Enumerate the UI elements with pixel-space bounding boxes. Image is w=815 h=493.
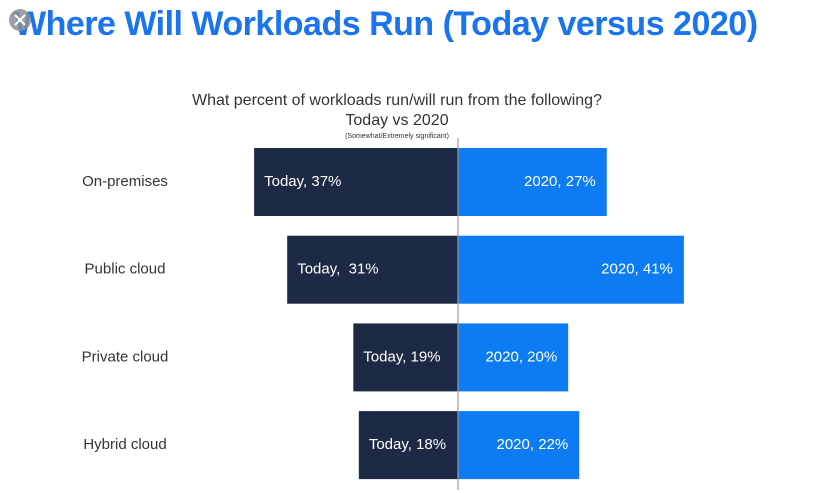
subtitle: What percent of workloads run/will run f… [192, 92, 602, 109]
value-label: Today, 31% [297, 261, 378, 278]
value-label: 2020, 22% [496, 436, 568, 453]
bar [458, 411, 580, 480]
value-label: Today, 37% [264, 173, 341, 190]
value-label: Today, 19% [363, 348, 440, 365]
chart-title: Where Will Workloads Run (Today versus 2… [14, 5, 758, 43]
value-label: 2020, 20% [485, 348, 557, 365]
category-label: On-premises [82, 173, 168, 190]
category-label: Hybrid cloud [83, 436, 166, 453]
bar [458, 323, 569, 392]
category-label: Private cloud [82, 348, 169, 365]
bar [287, 235, 458, 304]
close-icon-x[interactable] [14, 14, 26, 26]
bar [458, 148, 607, 216]
value-label: 2020, 27% [524, 173, 596, 190]
category-label: Public cloud [85, 261, 166, 278]
bar [254, 148, 458, 216]
close-icon[interactable] [9, 9, 31, 31]
value-label: Today, 18% [369, 436, 446, 453]
bar [458, 235, 684, 304]
subtitle: Today vs 2020 [345, 112, 448, 129]
value-label: 2020, 41% [601, 261, 673, 278]
bar [353, 323, 458, 392]
bar [358, 411, 458, 480]
note: (Somewhat/Extremely significant) [345, 133, 449, 140]
